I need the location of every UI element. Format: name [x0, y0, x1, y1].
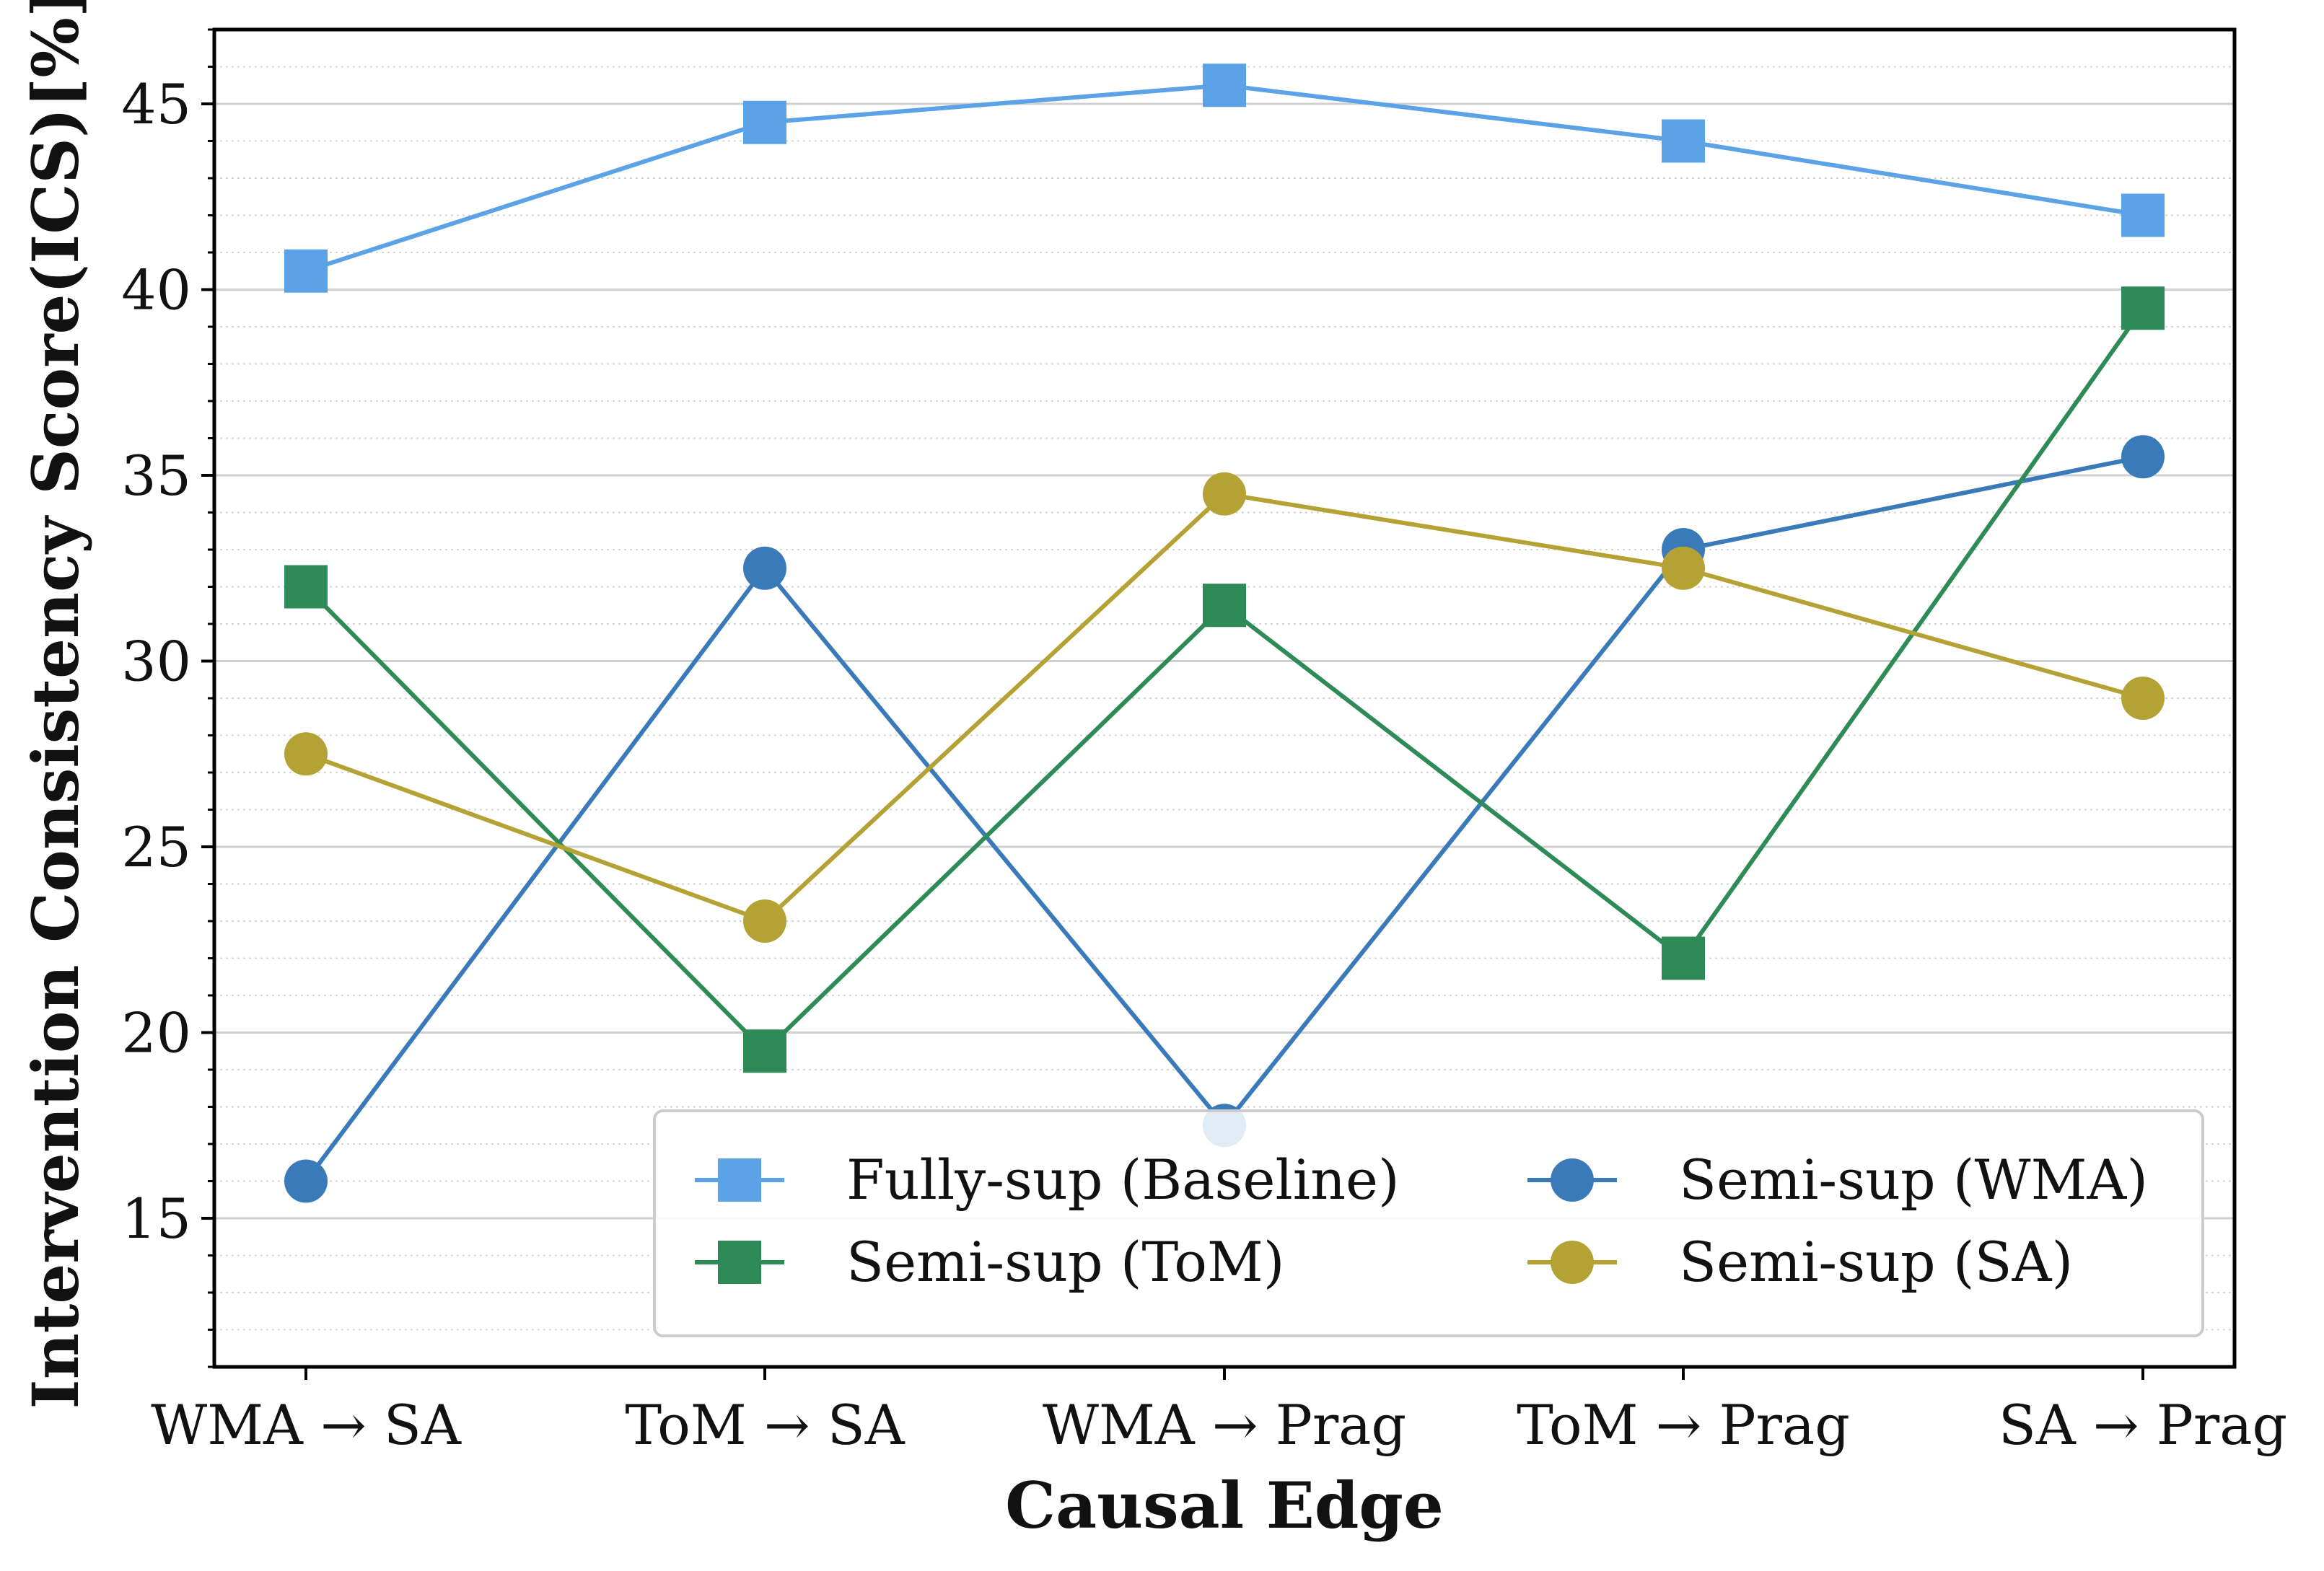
data-point	[284, 1159, 328, 1203]
data-point	[2121, 193, 2165, 237]
x-tick-label: ToM → SA	[625, 1393, 905, 1457]
legend-entry: Semi-sup (WMA)	[1527, 1148, 2148, 1212]
x-tick-label: ToM → Prag	[1517, 1393, 1850, 1457]
data-point	[743, 1029, 786, 1073]
ticks: 15 20 25 30 35 40 45 WMA → SA ToM → SA WMA → Prag…	[121, 28, 2287, 1457]
data-point	[2121, 677, 2165, 720]
data-point	[1203, 472, 1246, 516]
y-tick-label: 40	[121, 258, 191, 322]
series-line	[304, 307, 2145, 1054]
y-tick-label: 45	[121, 72, 191, 136]
legend-box	[653, 1109, 2204, 1337]
x-tick-label: WMA → Prag	[1043, 1393, 1406, 1457]
x-tick-label: SA → Prag	[1999, 1393, 2287, 1457]
data-point	[284, 732, 328, 776]
legend-marker	[1551, 1158, 1594, 1202]
y-tick-label: 25	[121, 815, 191, 879]
data-point	[1203, 584, 1246, 628]
legend-marker	[718, 1241, 761, 1284]
legend-label: Semi-sup (SA)	[1679, 1230, 2073, 1294]
series-layer	[284, 63, 2165, 1203]
data-point	[743, 546, 786, 590]
legend-label: Semi-sup (ToM)	[846, 1230, 1285, 1294]
series-line	[304, 454, 2144, 1183]
y-tick-label: 35	[121, 444, 191, 508]
data-point	[284, 249, 328, 293]
legend-marker	[718, 1158, 761, 1202]
data-point	[1662, 546, 1705, 590]
data-point	[284, 565, 328, 609]
legend-label: Semi-sup (WMA)	[1679, 1148, 2148, 1212]
series-2	[284, 286, 2165, 1073]
legend: Fully-sup (Baseline) Semi-sup (ToM) Semi-s…	[653, 1109, 2204, 1337]
x-tick-label: WMA → SA	[151, 1393, 462, 1457]
legend-marker	[1551, 1241, 1594, 1284]
series-3	[284, 472, 2165, 943]
legend-entry: Fully-sup (Baseline)	[695, 1148, 1400, 1212]
data-point	[1662, 936, 1705, 980]
series-line	[304, 491, 2144, 923]
y-tick-label: 30	[121, 630, 191, 694]
y-tick-label: 20	[121, 1001, 191, 1065]
legend-label: Fully-sup (Baseline)	[846, 1148, 1400, 1212]
data-point	[1662, 119, 1705, 163]
data-point	[743, 899, 786, 943]
series-0	[284, 63, 2165, 293]
legend-entry: Semi-sup (SA)	[1527, 1230, 2073, 1294]
data-point	[1203, 63, 1246, 107]
y-axis-title: Intervention Consistency Score(ICS)[%]	[18, 0, 93, 1409]
data-point	[2121, 435, 2165, 479]
y-tick-label: 15	[121, 1187, 191, 1251]
legend-entry: Semi-sup (ToM)	[695, 1230, 1285, 1294]
data-point	[743, 100, 786, 144]
x-axis-title: Causal Edge	[1005, 1468, 1444, 1543]
data-point	[2121, 286, 2165, 330]
